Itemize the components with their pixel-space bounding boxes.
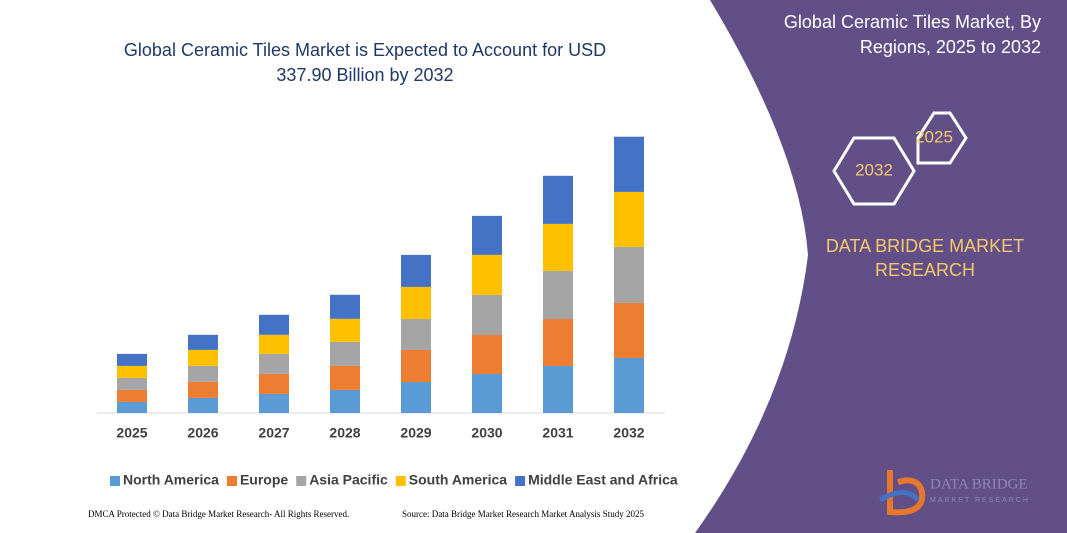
legend-swatch: [226, 476, 237, 486]
bar-segment: [543, 318, 573, 366]
bar-segment: [330, 389, 360, 413]
x-tick-label: 2030: [471, 425, 502, 441]
panel-title: Global Ceramic Tiles Market, By Regions,…: [783, 12, 1041, 57]
bar-segment: [117, 353, 147, 366]
legend-swatch: [296, 476, 307, 486]
legend-label: South America: [409, 472, 507, 488]
bar-segment: [614, 246, 644, 303]
bar-segment: [472, 373, 502, 413]
logo: DATA BRIDGE MARKET RESEARCH: [878, 470, 1030, 516]
bar-segment: [614, 302, 644, 358]
bar-segment: [330, 294, 360, 319]
bar-segment: [117, 389, 147, 402]
hexagon: [832, 136, 916, 206]
bar-segment: [188, 365, 218, 382]
footer-right: Source: Data Bridge Market Research Mark…: [402, 509, 644, 519]
x-tick-label: 2032: [613, 425, 644, 441]
bar-segment: [401, 254, 431, 287]
bar-segment: [117, 377, 147, 390]
bar-segment: [472, 294, 502, 335]
bar-segment: [543, 270, 573, 319]
x-tick-label: 2029: [400, 425, 431, 441]
x-tick-label: 2027: [258, 425, 289, 441]
x-tick-label: 2031: [542, 425, 573, 441]
bar-segment: [401, 349, 431, 383]
bar-segment: [543, 365, 573, 413]
legend-swatch: [515, 476, 526, 486]
bar-segment: [259, 334, 289, 354]
footer-left: DMCA Protected © Data Bridge Market Rese…: [88, 509, 349, 519]
chart-title: Global Ceramic Tiles Market is Expected …: [123, 40, 607, 85]
legend-swatch: [110, 476, 120, 486]
bar-segment: [188, 397, 218, 413]
bar-segment: [614, 136, 644, 192]
legend-label: Europe: [240, 472, 288, 488]
hex-label: 2025: [915, 127, 953, 146]
hexagon: [916, 111, 968, 165]
logo-icon: [887, 470, 926, 516]
bar-segment: [259, 314, 289, 335]
bar-segment: [188, 349, 218, 366]
bar-segment: [472, 334, 502, 374]
hex-label: 2032: [855, 160, 893, 179]
logo-tagline: MARKET RESEARCH: [930, 497, 1030, 504]
legend-label: Asia Pacific: [309, 472, 388, 488]
bar-segment: [188, 334, 218, 350]
bar-segment: [117, 401, 147, 413]
bar-segment: [259, 353, 289, 374]
bar-segment: [614, 357, 644, 413]
bar-segment: [472, 215, 502, 255]
bar-segment: [330, 341, 360, 366]
bar-segment: [543, 223, 573, 271]
logo-icon: [878, 490, 920, 503]
bar-segment: [117, 365, 147, 378]
bar-segment: [401, 382, 431, 413]
x-tick-label: 2028: [329, 425, 360, 441]
bar-segment: [188, 381, 218, 398]
bar-segment: [401, 286, 431, 319]
brand: DATA BRIDGE MARKET RESEARCH: [825, 236, 1025, 280]
bar-segment: [543, 175, 573, 224]
x-tick-label: 2025: [116, 425, 147, 441]
bar-segment: [259, 393, 289, 413]
legend-label: North America: [123, 472, 219, 488]
bar-segment: [614, 191, 644, 247]
side-panel: [695, 0, 1067, 533]
bar-segment: [401, 318, 431, 350]
bar-segment: [472, 254, 502, 295]
bar-segment: [259, 373, 289, 394]
legend-swatch: [395, 476, 406, 486]
x-tick-label: 2026: [187, 425, 218, 441]
legend-label: Middle East and Africa: [528, 472, 678, 488]
bar-segment: [330, 365, 360, 390]
logo-name: DATA BRIDGE: [930, 476, 1028, 492]
bar-segment: [330, 318, 360, 342]
